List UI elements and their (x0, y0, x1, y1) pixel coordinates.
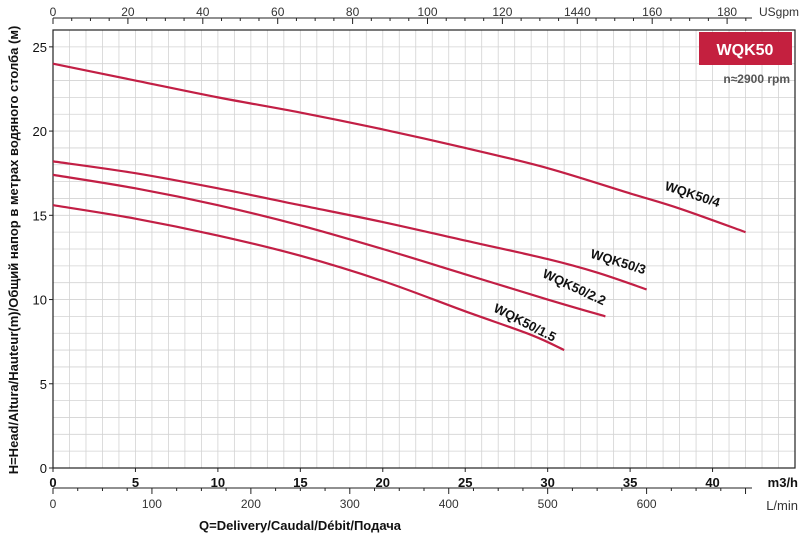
lmin-tick-label: 200 (241, 497, 261, 511)
top-tick-label: 80 (346, 5, 360, 19)
top-tick-label: 20 (121, 5, 135, 19)
grid (53, 30, 795, 468)
y-tick-label: 20 (33, 124, 47, 139)
top-axis-unit: USgpm (759, 5, 799, 19)
top-tick-label: 0 (50, 5, 57, 19)
x-tick-label: 40 (705, 475, 719, 490)
model-badge-text: WQK50 (717, 42, 774, 59)
top-tick-label: 120 (492, 5, 512, 19)
x-tick-label: 35 (623, 475, 637, 490)
bottom-axis-lmin: 0 100 200 300 400 500 600 (50, 487, 752, 511)
y-axis-title: H=Head/Altura/Hauteur(m)/Общий напор в м… (6, 26, 21, 475)
curve-wqk50-1-5 (52, 204, 565, 352)
model-badge: WQK50 (699, 32, 792, 65)
plot-frame (52, 29, 796, 469)
y-tick-label: 25 (33, 40, 47, 55)
series-label: WQK50/1.5 (491, 300, 558, 344)
model-badge-background (699, 32, 792, 65)
x-axis-unit: m3/h (768, 475, 798, 490)
y-tick-label: 0 (40, 461, 47, 476)
x-tick-label: 15 (293, 475, 307, 490)
curves (52, 62, 746, 352)
x-tick-label: 10 (211, 475, 225, 490)
top-tick-label: 1440 (564, 5, 591, 19)
top-tick-label: 180 (717, 5, 737, 19)
lmin-tick-label: 500 (538, 497, 558, 511)
top-tick-label: 160 (642, 5, 662, 19)
curve-wqk50-3 (52, 160, 647, 291)
x-axis: 0 5 10 15 20 25 30 35 40 (49, 468, 720, 490)
top-axis-usgpm: 0 20 40 60 80 100 120 1440 160 180 (50, 5, 752, 24)
curve-wqk50-4 (52, 62, 746, 234)
top-tick-label: 40 (196, 5, 210, 19)
curve-wqk50-2-2 (52, 173, 606, 318)
x-tick-label: 30 (540, 475, 554, 490)
x-tick-label: 25 (458, 475, 472, 490)
lmin-tick-label: 600 (637, 497, 657, 511)
y-axis: 0 5 10 15 20 25 (33, 40, 53, 476)
x-tick-label: 5 (132, 475, 139, 490)
speed-label: n≈2900 rpm (723, 72, 790, 86)
lmin-tick-label: 0 (50, 497, 57, 511)
top-tick-label: 100 (417, 5, 437, 19)
y-tick-label: 10 (33, 293, 47, 308)
x-axis-title: Q=Delivery/Caudal/Débit/Подача (199, 518, 402, 533)
lmin-tick-label: 100 (142, 497, 162, 511)
lmin-tick-label: 300 (340, 497, 360, 511)
lmin-tick-label: 400 (439, 497, 459, 511)
y-tick-label: 15 (33, 208, 47, 223)
x-tick-label: 0 (49, 475, 56, 490)
top-tick-label: 60 (271, 5, 285, 19)
x-tick-label: 20 (376, 475, 390, 490)
y-tick-label: 5 (40, 377, 47, 392)
lmin-axis-unit: L/min (766, 498, 798, 513)
